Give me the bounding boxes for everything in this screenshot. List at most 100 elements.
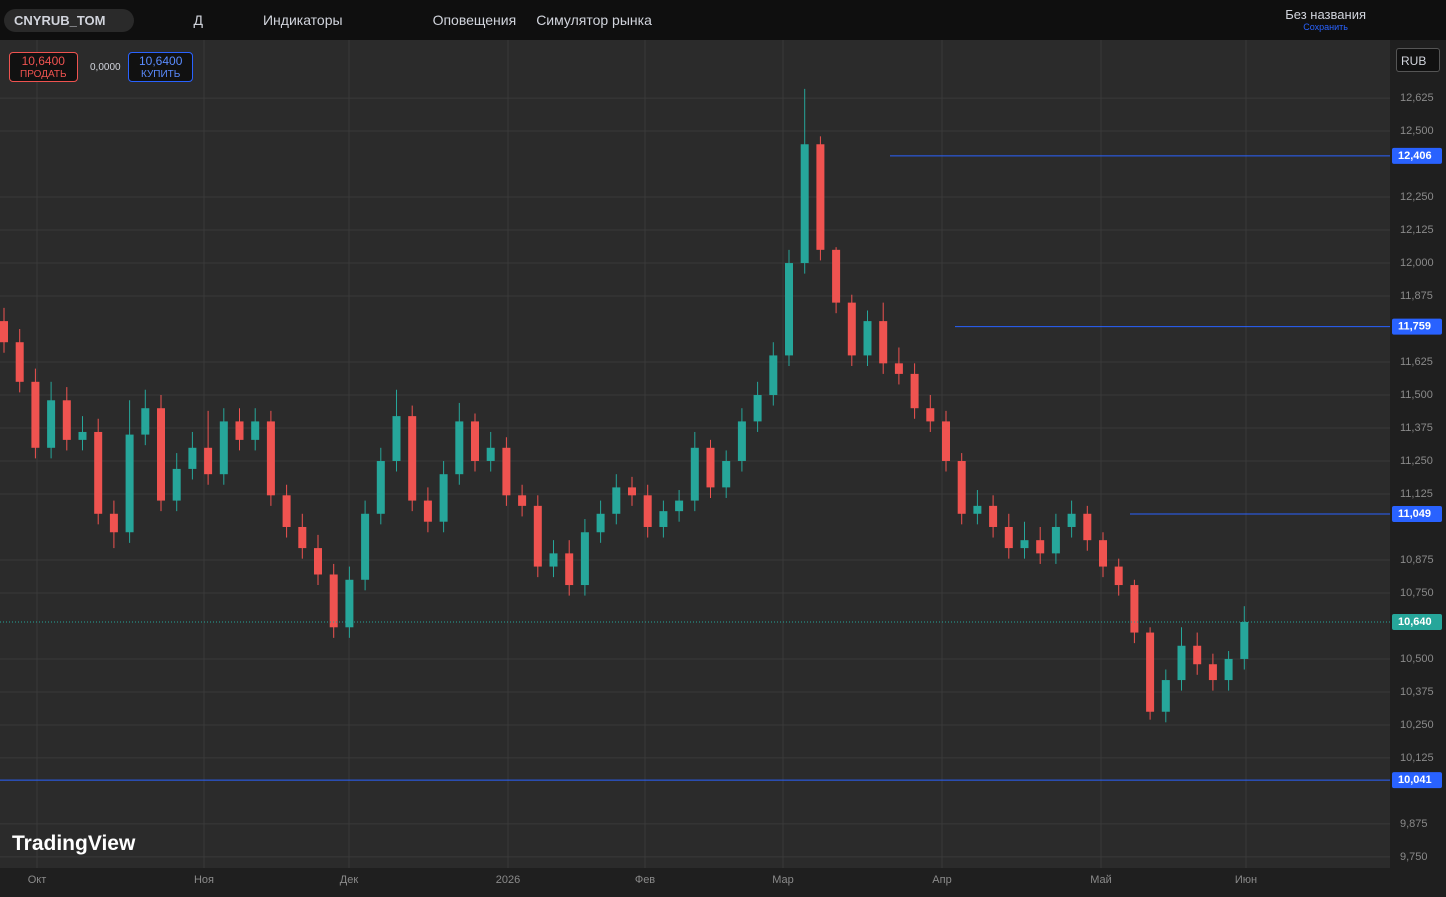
candle-body	[298, 526, 307, 549]
candle-body	[502, 447, 511, 496]
y-tick-label: 9,875	[1400, 818, 1428, 830]
candle-body	[863, 321, 872, 356]
sell-price[interactable]: 10,6400	[21, 54, 65, 68]
layout-name[interactable]: Без названия	[1285, 7, 1366, 22]
y-tick-label: 10,375	[1400, 686, 1434, 698]
candle-body	[816, 144, 825, 250]
candle-body	[1114, 566, 1123, 586]
chart: Окт Ноя Дек 2026 Фев Мар Апр Май Июн 12,625 12,500…	[0, 40, 1446, 897]
currency[interactable]: RUB	[1396, 48, 1440, 72]
candle-body	[408, 416, 417, 501]
level-tag	[1392, 147, 1442, 164]
candle-body	[549, 553, 558, 567]
candle-body	[533, 505, 542, 567]
y-tick-label: 11,875	[1400, 290, 1433, 302]
y-tick-label: 10,125	[1400, 752, 1434, 764]
y-tick-label: 11,500	[1400, 389, 1433, 401]
candle-body	[973, 505, 982, 514]
candle-body	[0, 321, 8, 343]
y-tick-label: 12,250	[1400, 191, 1434, 203]
candle-body	[785, 263, 793, 356]
candle-body	[1161, 680, 1170, 712]
spread: 0,0000	[90, 62, 121, 73]
candle-body	[471, 421, 479, 461]
candle-body	[942, 421, 950, 461]
candle-body	[1067, 513, 1076, 527]
candle-body	[31, 381, 40, 448]
candle-body	[361, 513, 370, 580]
candle-body	[125, 434, 134, 533]
candle-body	[580, 532, 589, 586]
candle-body	[486, 447, 495, 461]
candle-body	[172, 468, 181, 501]
y-tick-label: 11,125	[1400, 488, 1433, 500]
candle-body	[989, 505, 998, 527]
candle-body	[423, 500, 432, 522]
candle-body	[282, 495, 291, 527]
candle-body	[910, 373, 919, 409]
level-tag	[1392, 318, 1442, 335]
current-tag	[1392, 614, 1442, 631]
candle-body	[157, 408, 165, 501]
candle-body	[894, 363, 903, 374]
candle-body	[847, 302, 856, 356]
level-tag	[1392, 506, 1442, 523]
level-label: 12,406	[1398, 150, 1432, 162]
layout[interactable]: Без названия Сохранить	[1285, 7, 1366, 32]
buy-price[interactable]: 10,6400	[139, 54, 183, 68]
indicators[interactable]: Индикаторы	[262, 12, 343, 28]
candle-body	[737, 421, 746, 461]
candle-body	[596, 513, 605, 533]
x-tick-label: Фев	[635, 874, 655, 886]
candle-body	[455, 421, 464, 475]
candle-body	[188, 447, 197, 469]
candle-body	[1036, 540, 1045, 554]
alerts[interactable]: Оповещения	[432, 12, 517, 28]
y-tick-label: 9,750	[1400, 851, 1428, 863]
candle-body	[832, 249, 841, 303]
y-tick-label: 12,125	[1400, 224, 1434, 236]
replay[interactable]: Симулятор рынка	[536, 12, 652, 28]
candle-body	[314, 548, 322, 575]
save[interactable]: Сохранить	[1303, 22, 1348, 32]
x-tick-label: Окт	[28, 874, 47, 886]
candle-body	[612, 487, 621, 514]
candle-body	[392, 416, 401, 461]
candle-body	[565, 553, 574, 586]
symbol[interactable]: CNYRUB_TOM	[4, 8, 134, 32]
interval[interactable]: Д	[193, 12, 203, 28]
brand: TradingView	[12, 832, 136, 855]
candle-body	[141, 408, 150, 435]
y-tick-label: 10,250	[1400, 719, 1434, 731]
x-tick-label: Июн	[1235, 874, 1257, 886]
x-tick-label: Ноя	[194, 874, 214, 886]
candle-body	[1177, 645, 1186, 681]
candle-body	[518, 495, 527, 506]
buy-button[interactable]: 10,6400 КУПИТЬ	[128, 52, 194, 82]
x-tick-label: Май	[1090, 874, 1112, 886]
current-price-label: 10,640	[1398, 616, 1432, 628]
x-tick-label: Мар	[772, 874, 794, 886]
candle-body	[1020, 540, 1029, 549]
candle-body	[753, 395, 762, 422]
candle-body	[376, 460, 385, 514]
x-tick-label: Дек	[340, 874, 359, 886]
y-tick-label: 11,625	[1400, 356, 1433, 368]
candle-body	[235, 421, 244, 440]
candle-body	[659, 511, 668, 527]
y-tick-label: 11,375	[1400, 422, 1433, 434]
level-label: 11,759	[1398, 321, 1431, 333]
candle-body	[1004, 526, 1013, 549]
candle-body	[1130, 585, 1139, 633]
y-tick-label: 11,250	[1400, 455, 1433, 467]
candle-body	[675, 500, 684, 512]
candle-body	[1224, 658, 1233, 681]
sell-button[interactable]: 10,6400 ПРОДАТЬ	[9, 52, 78, 82]
buy-label[interactable]: КУПИТЬ	[141, 69, 181, 80]
candle-body	[266, 421, 275, 496]
y-tick-label: 12,625	[1400, 92, 1434, 104]
sell-label[interactable]: ПРОДАТЬ	[20, 69, 67, 80]
candle-body	[800, 144, 809, 264]
candle-body	[94, 431, 103, 514]
candle-body	[879, 321, 888, 364]
